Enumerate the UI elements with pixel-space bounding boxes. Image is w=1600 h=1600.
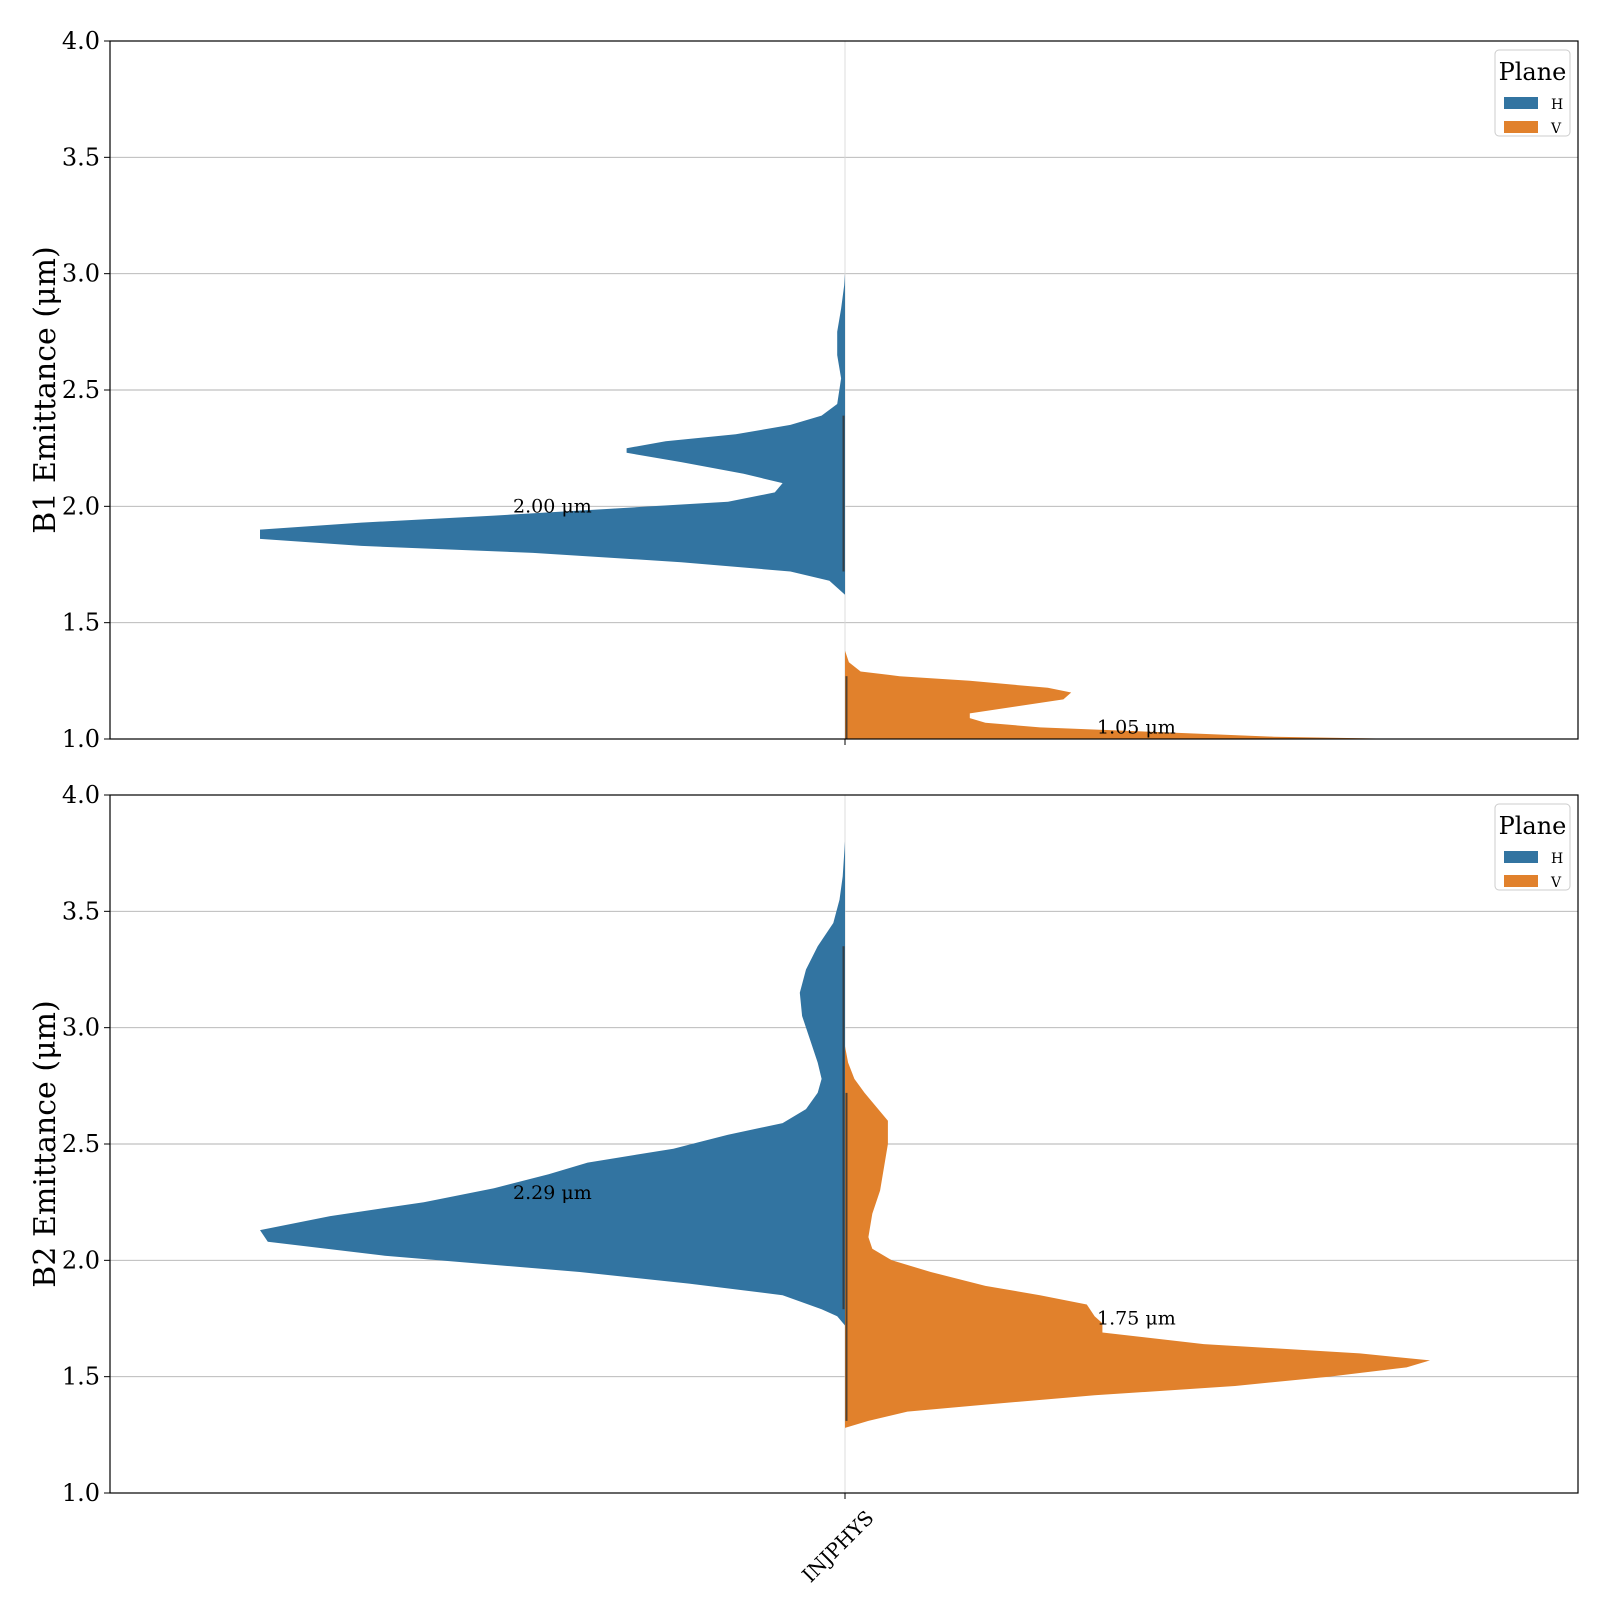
median-annotation-v: 1.75 μm bbox=[1097, 1308, 1176, 1330]
violin-h-plane bbox=[260, 841, 845, 1326]
legend-swatch-h bbox=[1504, 97, 1538, 109]
legend-label-v: V bbox=[1550, 875, 1562, 891]
y-tick-label: 3.0 bbox=[62, 1014, 100, 1042]
legend: Plane HV bbox=[1494, 803, 1571, 891]
legend-box bbox=[1494, 49, 1571, 137]
chart-panel-2: 1.0 1.5 2.0 2.5 3.0 3.5 4.0 2.29 μm 1.75 μm B2 Em… bbox=[28, 781, 1579, 1587]
y-tick-label: 2.0 bbox=[62, 1246, 100, 1274]
y-tick-label: 2.0 bbox=[62, 492, 100, 520]
y-tick-label: 1.5 bbox=[62, 1363, 100, 1391]
violin-v-plane bbox=[845, 1046, 1430, 1428]
legend-title: Plane bbox=[1499, 812, 1567, 840]
legend-swatch-v bbox=[1504, 121, 1538, 133]
y-tick-label: 3.5 bbox=[62, 143, 100, 171]
x-category-label: INJPHYS bbox=[797, 1506, 878, 1587]
violin-h-plane bbox=[260, 273, 845, 595]
y-tick-label: 2.5 bbox=[62, 376, 100, 404]
y-tick-label: 1.0 bbox=[62, 725, 100, 753]
median-annotation-v: 1.05 μm bbox=[1097, 716, 1176, 738]
legend: Plane HV bbox=[1494, 49, 1571, 137]
legend-swatch-h bbox=[1504, 851, 1538, 863]
legend-label-v: V bbox=[1550, 121, 1562, 137]
legend-label-h: H bbox=[1551, 97, 1563, 113]
plot-frame bbox=[109, 794, 1579, 1494]
median-annotation-h: 2.29 μm bbox=[513, 1182, 592, 1204]
y-tick-label: 4.0 bbox=[62, 27, 100, 55]
chart-panel-1: 1.0 1.5 2.0 2.5 3.0 3.5 4.0 2.00 μm 1.05 μm B1 Em… bbox=[28, 27, 1579, 753]
y-tick-label: 2.5 bbox=[62, 1130, 100, 1158]
legend-box bbox=[1494, 803, 1571, 891]
violin-v-plane bbox=[845, 650, 1407, 739]
legend-swatch-v bbox=[1504, 875, 1538, 887]
y-tick-label: 1.0 bbox=[62, 1479, 100, 1507]
y-axis-title: B2 Emittance (μm) bbox=[28, 1000, 63, 1287]
plot-frame bbox=[109, 40, 1579, 740]
y-axis-title: B1 Emittance (μm) bbox=[28, 246, 63, 533]
median-annotation-h: 2.00 μm bbox=[513, 495, 592, 517]
y-tick-label: 4.0 bbox=[62, 781, 100, 809]
y-tick-label: 1.5 bbox=[62, 609, 100, 637]
y-tick-label: 3.0 bbox=[62, 260, 100, 288]
y-tick-label: 3.5 bbox=[62, 897, 100, 925]
legend-label-h: H bbox=[1551, 851, 1563, 867]
legend-title: Plane bbox=[1499, 58, 1567, 86]
